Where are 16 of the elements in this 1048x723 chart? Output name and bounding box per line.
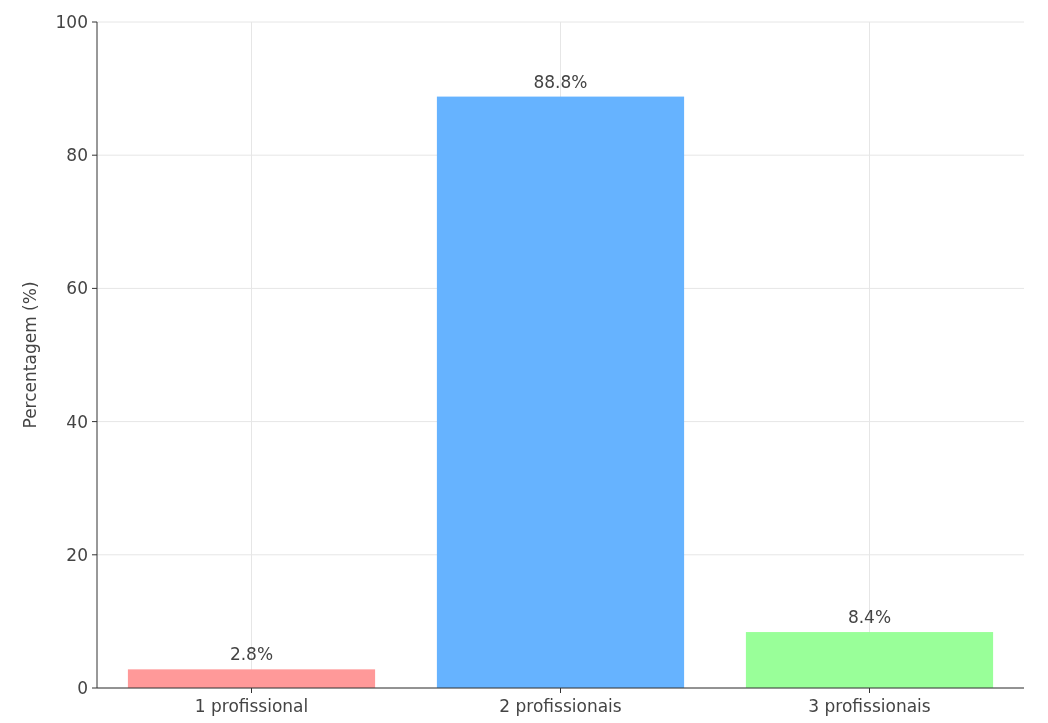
x-tick-label: 3 profissionais xyxy=(808,696,931,716)
bar xyxy=(436,96,685,688)
y-tick-label: 100 xyxy=(55,11,88,32)
bar xyxy=(745,632,994,688)
x-tick-label: 2 profissionais xyxy=(499,696,622,716)
bar xyxy=(127,669,376,688)
data-label: 88.8% xyxy=(533,71,588,92)
data-label: 2.8% xyxy=(229,644,274,665)
y-tick-label: 60 xyxy=(66,278,88,299)
data-label: 8.4% xyxy=(847,607,892,628)
y-axis-title: Percentagem (%) xyxy=(20,281,40,429)
y-tick-label: 40 xyxy=(66,411,88,432)
y-tick-label: 80 xyxy=(66,145,88,166)
x-tick-label: 1 profissional xyxy=(194,696,309,716)
y-tick-label: 0 xyxy=(77,677,88,698)
y-tick-label: 20 xyxy=(66,544,88,565)
